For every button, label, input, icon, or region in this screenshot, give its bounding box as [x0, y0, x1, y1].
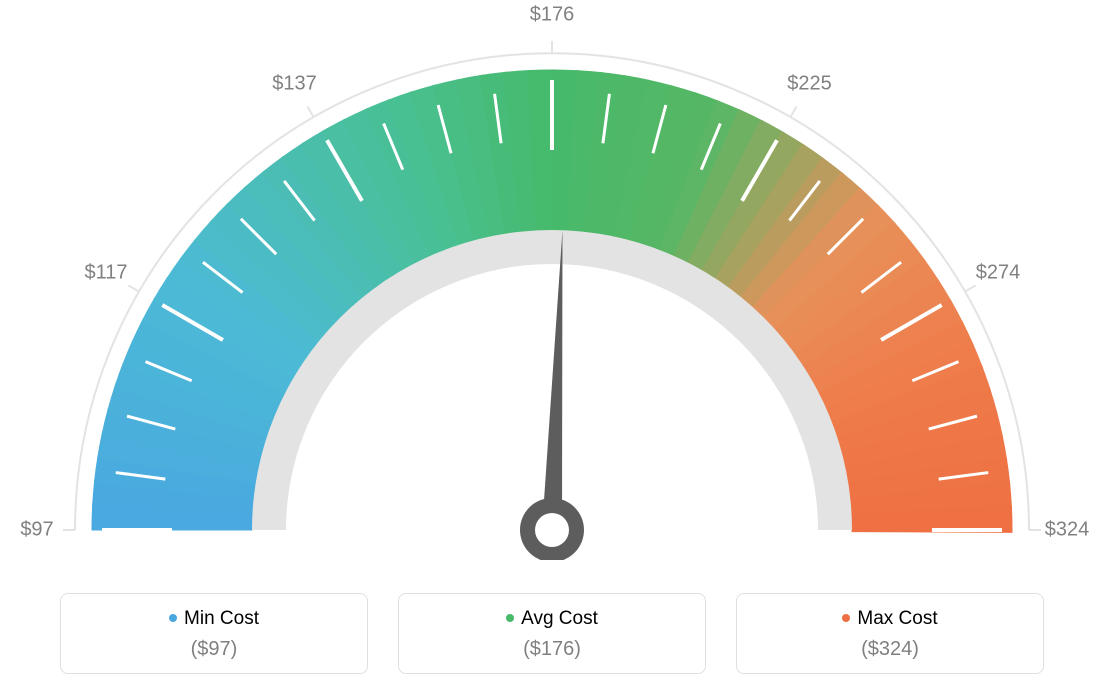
legend-row: Min Cost ($97) Avg Cost ($176) Max Cost … — [60, 593, 1044, 674]
legend-card-max: Max Cost ($324) — [736, 593, 1044, 674]
cost-gauge: $97 $117 $137 $176 $225 $274 $324 — [0, 0, 1104, 560]
legend-dot-min — [169, 614, 177, 622]
gauge-tick-label: $176 — [530, 4, 575, 27]
legend-value-min: ($97) — [71, 638, 357, 661]
legend-dot-max — [842, 614, 850, 622]
legend-card-min: Min Cost ($97) — [60, 593, 368, 674]
gauge-tick-label: $97 — [20, 519, 53, 542]
gauge-tick-label: $137 — [272, 72, 317, 95]
legend-title-avg: Avg Cost — [409, 608, 695, 630]
legend-card-avg: Avg Cost ($176) — [398, 593, 706, 674]
gauge-tick-label: $324 — [1045, 519, 1090, 542]
legend-label-min: Min Cost — [184, 608, 259, 629]
legend-title-max: Max Cost — [747, 608, 1033, 630]
gauge-tick-label: $225 — [787, 72, 832, 95]
legend-value-avg: ($176) — [409, 638, 695, 661]
gauge-tick-label: $274 — [976, 261, 1021, 284]
legend-label-avg: Avg Cost — [521, 608, 598, 629]
legend-title-min: Min Cost — [71, 608, 357, 630]
gauge-svg — [0, 0, 1104, 560]
legend-label-max: Max Cost — [857, 608, 937, 629]
legend-dot-avg — [506, 614, 514, 622]
gauge-tick-label: $117 — [84, 261, 127, 284]
legend-value-max: ($324) — [747, 638, 1033, 661]
